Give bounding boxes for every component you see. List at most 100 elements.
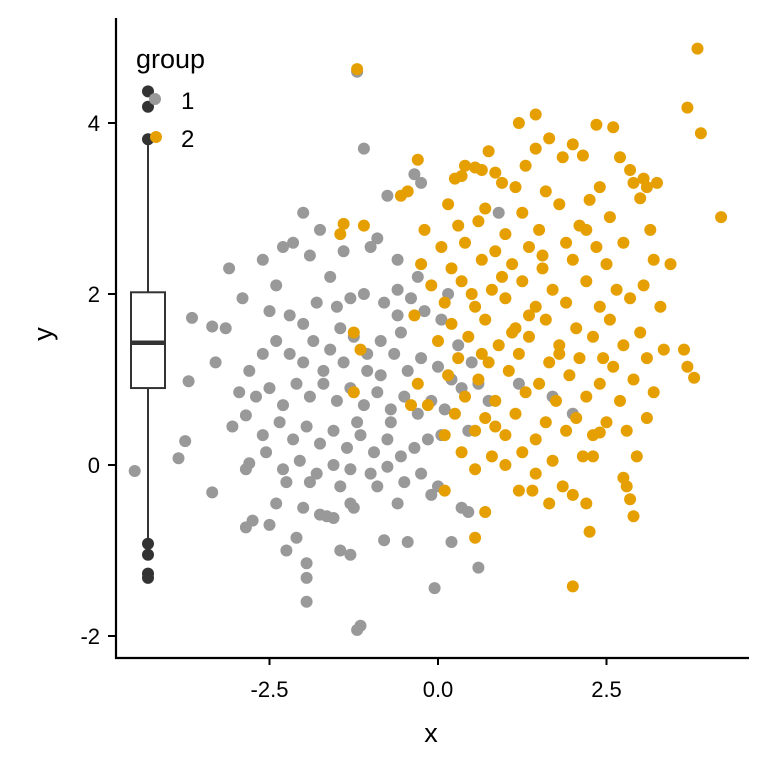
data-point [344, 548, 357, 561]
data-point [529, 108, 542, 121]
data-point [277, 399, 289, 412]
data-point [489, 166, 502, 179]
legend: group 1 2 [136, 44, 205, 153]
data-point [438, 484, 451, 497]
data-point [239, 463, 252, 476]
data-point [442, 198, 455, 211]
data-point [475, 347, 488, 360]
data-point [341, 441, 353, 454]
data-point [576, 450, 589, 463]
data-point [334, 228, 347, 241]
data-point [640, 181, 653, 194]
data-point [418, 223, 431, 236]
data-point [560, 424, 573, 437]
data-point [580, 497, 593, 510]
data-point [344, 292, 357, 305]
data-point [647, 386, 660, 399]
data-point [519, 159, 532, 172]
data-point [371, 232, 384, 245]
data-point [128, 465, 141, 477]
data-point [553, 339, 566, 352]
legend-key-group-2 [150, 131, 162, 143]
y-tick-label: 4 [88, 111, 100, 136]
data-point [260, 446, 273, 459]
data-point [455, 446, 468, 459]
data-point [438, 296, 451, 309]
data-point [539, 185, 552, 198]
data-point [499, 228, 512, 241]
data-point [482, 145, 495, 158]
data-point [394, 450, 407, 463]
data-point [499, 429, 512, 442]
data-point [300, 595, 313, 608]
data-point [310, 296, 323, 309]
data-point [607, 360, 620, 373]
data-point [597, 352, 610, 365]
data-point [334, 544, 347, 557]
data-point [303, 390, 316, 403]
data-point [499, 459, 512, 471]
data-point [374, 369, 387, 382]
data-point [543, 497, 556, 510]
legend-entry-2: 2 [150, 126, 194, 153]
data-point [384, 403, 397, 416]
boxplot-outlier [142, 100, 154, 113]
data-point [620, 480, 633, 493]
data-point [374, 335, 387, 347]
data-point [566, 253, 579, 266]
data-point [600, 258, 613, 271]
data-point [664, 258, 677, 271]
y-axis-ticks: -2 0 2 4 [80, 111, 116, 649]
data-point [411, 153, 424, 166]
data-point [300, 571, 313, 584]
data-point [337, 217, 350, 230]
data-point [512, 117, 525, 129]
data-point [459, 159, 471, 172]
data-point [347, 326, 360, 339]
data-point [603, 211, 616, 224]
data-point [421, 433, 434, 446]
data-point [455, 275, 468, 288]
data-point [428, 582, 441, 595]
data-point [593, 377, 606, 390]
data-point [364, 467, 377, 480]
data-point [239, 409, 252, 422]
data-point [283, 347, 296, 360]
data-point [590, 241, 603, 253]
y-tick-label: -2 [80, 624, 100, 649]
data-point [630, 450, 643, 463]
data-point [563, 369, 576, 382]
data-point [566, 138, 579, 151]
data-point [640, 352, 653, 365]
data-point [277, 241, 289, 253]
data-point [388, 347, 401, 360]
data-point [300, 420, 313, 433]
data-point [624, 164, 637, 176]
y-axis-title: y [28, 327, 58, 341]
legend-entry-1: 1 [149, 88, 194, 115]
data-point [256, 429, 269, 442]
data-point [509, 181, 522, 194]
data-point [583, 193, 596, 206]
data-point [529, 142, 542, 155]
data-point [415, 176, 428, 189]
data-point [627, 510, 640, 523]
data-point [553, 347, 566, 360]
data-point [526, 484, 539, 497]
data-point [361, 364, 374, 377]
data-point [543, 356, 556, 369]
data-point [516, 275, 529, 288]
data-point [172, 452, 185, 465]
data-point [573, 352, 586, 365]
data-point [580, 223, 593, 236]
data-point [354, 343, 367, 356]
data-point [496, 176, 508, 189]
data-point [469, 531, 482, 544]
data-point [539, 313, 552, 326]
data-point [529, 300, 542, 313]
data-point [603, 313, 616, 326]
data-point [280, 544, 293, 557]
boxplot-outlier [142, 537, 154, 550]
data-point [351, 416, 364, 429]
